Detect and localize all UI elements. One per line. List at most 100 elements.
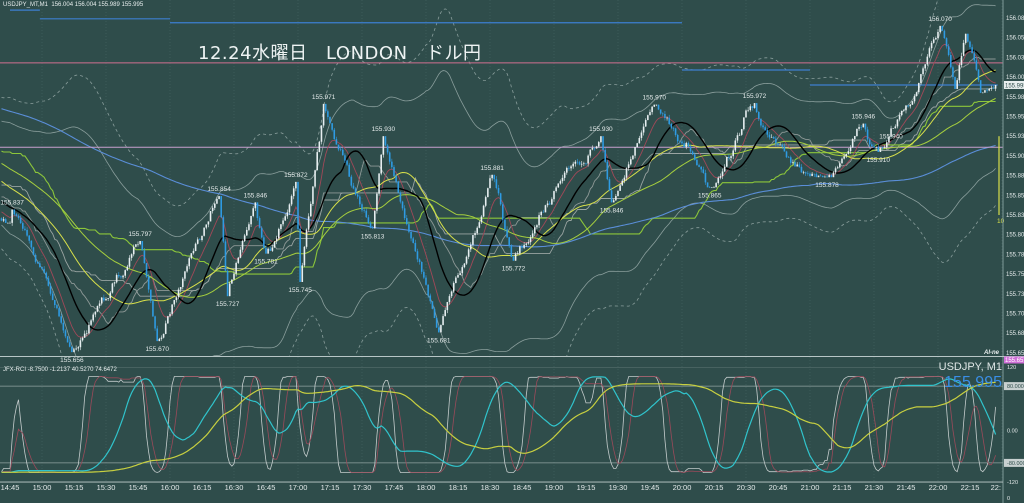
candle <box>634 146 636 159</box>
candle-body <box>593 148 596 149</box>
candle <box>655 104 658 107</box>
candle <box>954 76 956 89</box>
candle-body <box>981 92 984 94</box>
candle-body <box>561 177 564 182</box>
candle <box>433 306 436 319</box>
candle-body <box>830 175 833 178</box>
candle <box>559 179 562 185</box>
candle <box>103 294 105 302</box>
time-axis-tick: 20:15 <box>705 483 724 492</box>
candle <box>132 244 135 257</box>
candle-body <box>344 155 346 161</box>
candle-body <box>56 305 58 309</box>
candle <box>529 234 532 246</box>
candle <box>297 181 299 232</box>
price-axis-tick: 156.030 <box>1006 55 1024 61</box>
main-plot <box>0 0 1003 356</box>
candle-body <box>794 162 796 167</box>
marker-price-box <box>1004 356 1024 364</box>
candle <box>804 171 807 176</box>
candle-body <box>548 203 551 205</box>
candle-body <box>254 202 257 209</box>
candle-body <box>866 129 869 140</box>
candle-body <box>245 229 248 236</box>
candle <box>94 311 97 318</box>
candle <box>661 112 664 117</box>
time-axis-tick: 22:00 <box>929 483 948 492</box>
candle <box>154 315 156 331</box>
candle <box>698 163 700 168</box>
time-axis-tick: 18:45 <box>513 483 532 492</box>
candle-body <box>926 56 929 65</box>
candle-body <box>380 154 382 174</box>
candle <box>324 103 327 114</box>
candle <box>839 160 841 169</box>
candle <box>181 277 184 290</box>
candle <box>254 202 257 211</box>
candle-body <box>960 55 963 66</box>
candle <box>935 36 937 41</box>
candle <box>164 320 167 335</box>
pivot-price-label: 155.670 <box>145 346 169 353</box>
candle-body <box>687 142 690 147</box>
candle <box>290 194 293 207</box>
candle <box>755 103 758 113</box>
candle <box>203 227 205 237</box>
candle-body <box>536 225 538 228</box>
candle <box>228 282 231 297</box>
candle-body <box>576 161 579 163</box>
rci-level-box <box>1004 382 1024 391</box>
candle-body <box>465 256 468 264</box>
time-axis-tick: 17:45 <box>385 483 404 492</box>
candle <box>798 162 801 168</box>
candle <box>516 251 519 255</box>
pivot-price-label: 155.846 <box>244 192 268 199</box>
candle-body <box>928 48 931 57</box>
candle <box>295 181 297 192</box>
chart-header: USDJPY_MT,M1 156.004 156.004 155.989 155… <box>3 2 143 8</box>
candle-body <box>766 130 769 135</box>
candle <box>337 144 340 152</box>
candle-body <box>177 289 180 298</box>
candle-body <box>768 134 771 138</box>
sma-long-line <box>1 108 996 248</box>
candle <box>109 291 112 301</box>
candle-body <box>24 228 26 230</box>
candle-body <box>589 149 592 156</box>
price-axis-tick: 155.980 <box>1006 95 1024 101</box>
candle <box>263 235 265 250</box>
price-axis-tick: 155.655 <box>1006 351 1024 357</box>
candle <box>331 123 333 132</box>
candle <box>410 231 412 242</box>
candle <box>480 215 483 224</box>
candle <box>647 114 649 121</box>
rci-plot <box>0 367 1003 482</box>
time-axis-tick: 19:00 <box>545 483 564 492</box>
candle-body <box>585 163 587 164</box>
candles <box>0 25 997 353</box>
candle-body <box>975 60 978 70</box>
candle <box>51 290 54 301</box>
candle <box>984 90 986 93</box>
candle-body <box>952 67 954 78</box>
candle <box>205 224 208 230</box>
candle <box>354 187 357 196</box>
candle <box>378 173 380 196</box>
candle-body <box>397 181 400 193</box>
candle <box>600 136 602 144</box>
candle <box>24 226 26 232</box>
candle <box>565 166 568 175</box>
candle-body <box>373 210 376 229</box>
candle <box>947 43 950 57</box>
candle-body <box>83 333 86 338</box>
candle-body <box>760 118 762 126</box>
candle-body <box>273 241 276 248</box>
candle-body <box>440 325 442 333</box>
candle <box>286 209 289 219</box>
candle-body <box>804 172 807 174</box>
candle-body <box>312 186 314 204</box>
candle-body <box>591 148 594 150</box>
candle-body <box>546 203 549 206</box>
candle <box>36 261 39 264</box>
